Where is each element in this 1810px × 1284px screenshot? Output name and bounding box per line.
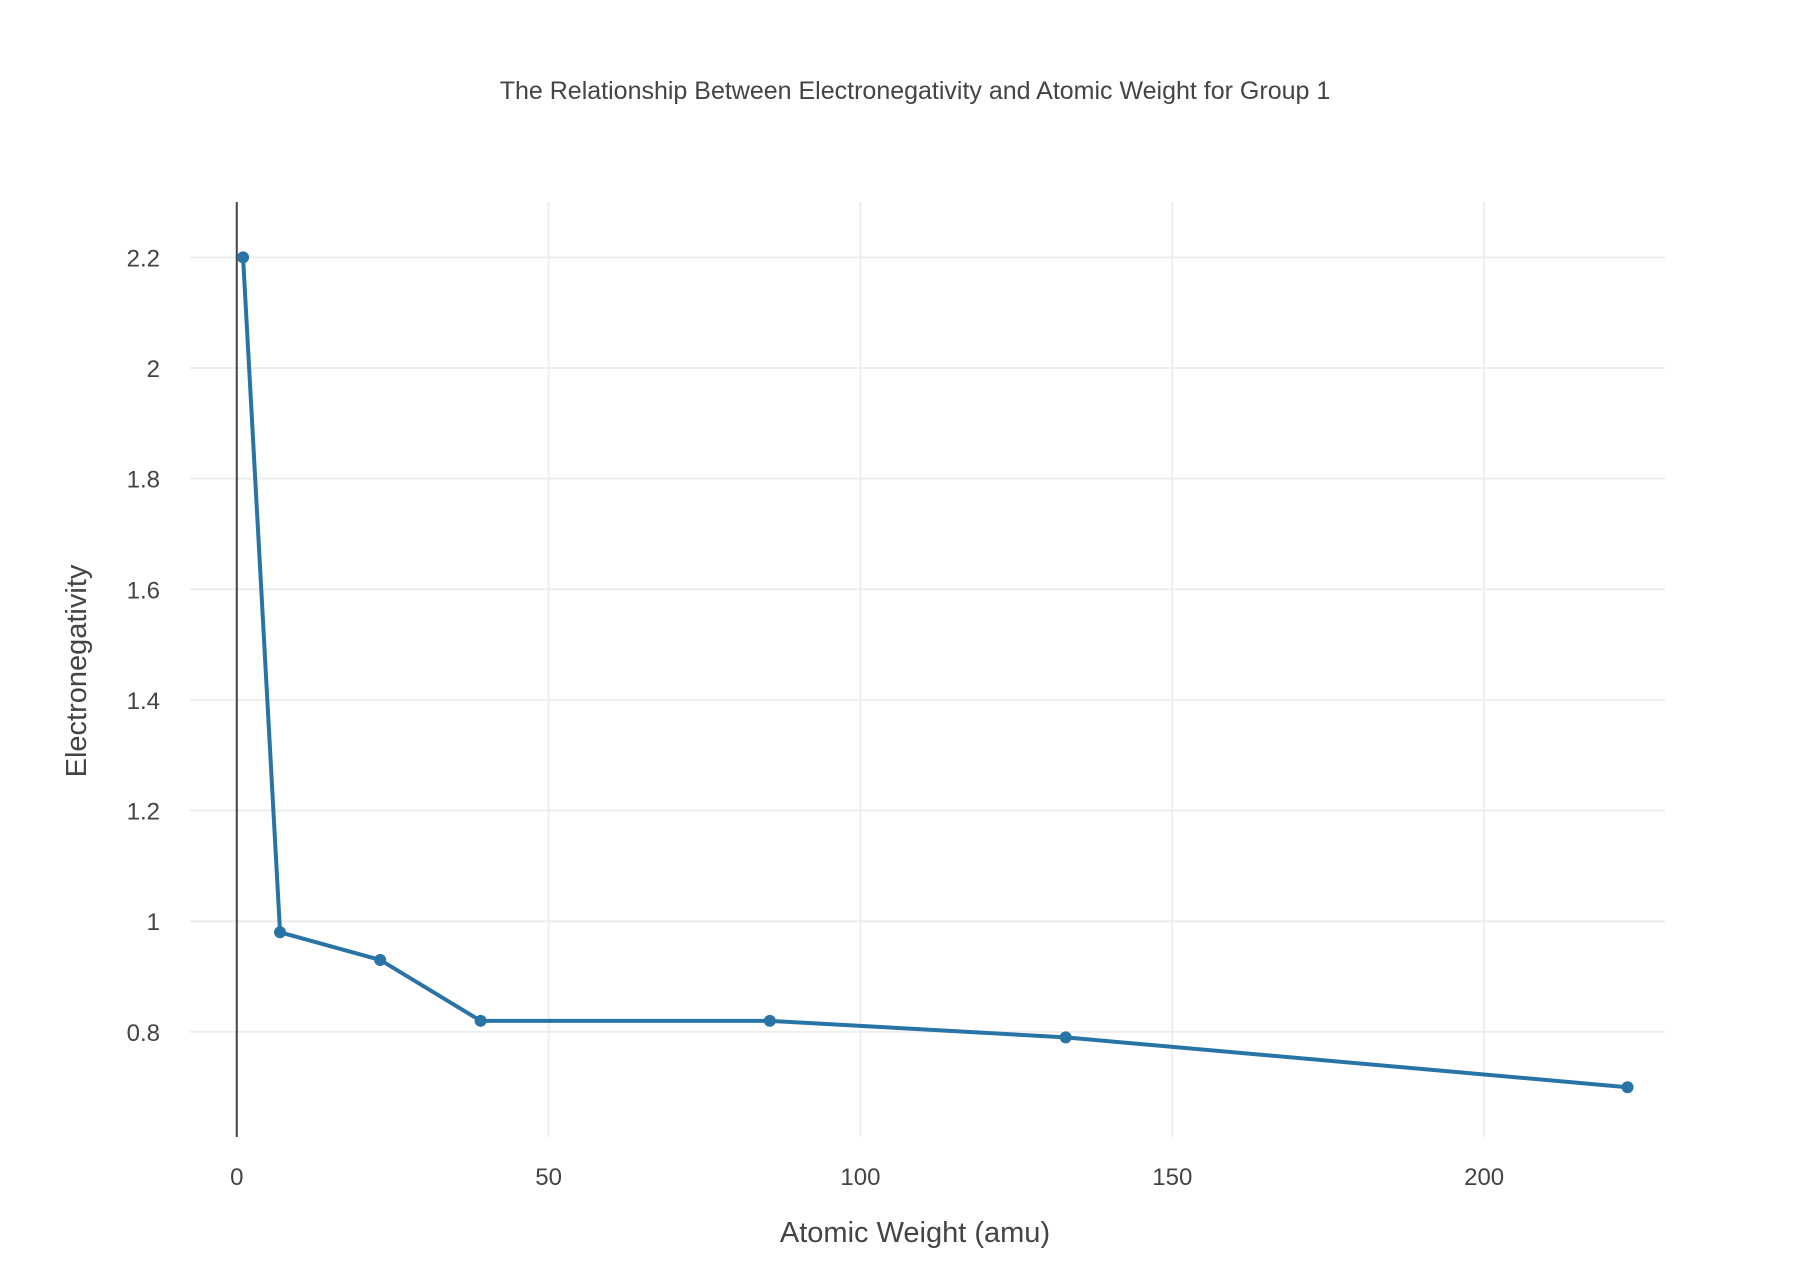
y-tick-label: 1 (147, 909, 160, 936)
y-tick-label: 2 (147, 356, 160, 383)
data-point (474, 1014, 487, 1027)
y-tick-label: 2.2 (127, 245, 160, 272)
data-point (374, 953, 387, 966)
x-tick-label: 100 (840, 1164, 880, 1191)
data-point (1059, 1031, 1072, 1044)
data-point (1621, 1081, 1634, 1094)
series-line (241, 257, 1628, 1090)
data-point (763, 1014, 776, 1027)
data-point (274, 926, 287, 939)
x-tick-labels: 0 50 100 150 200 (230, 1164, 1504, 1191)
y-tick-label: 1.2 (127, 799, 160, 826)
y-tick-label: 0.8 (127, 1020, 160, 1047)
x-tick-label: 200 (1464, 1164, 1504, 1191)
x-tick-label: 50 (535, 1164, 562, 1191)
data-point (237, 251, 250, 264)
data-series (237, 251, 1634, 1094)
gridlines (190, 202, 1665, 1137)
x-axis-title: Atomic Weight (amu) (780, 1217, 1050, 1249)
y-axis-title: Electronegativity (61, 564, 93, 777)
y-tick-label: 1.4 (127, 688, 160, 715)
y-tick-label: 1.8 (127, 467, 160, 494)
y-tick-label: 1.6 (127, 577, 160, 604)
y-tick-labels: 0.8 1 1.2 1.4 1.6 1.8 2 2.2 (127, 245, 160, 1047)
x-tick-label: 150 (1152, 1164, 1192, 1191)
chart-title: The Relationship Between Electronegativi… (500, 77, 1331, 105)
x-tick-label: 0 (230, 1164, 243, 1191)
